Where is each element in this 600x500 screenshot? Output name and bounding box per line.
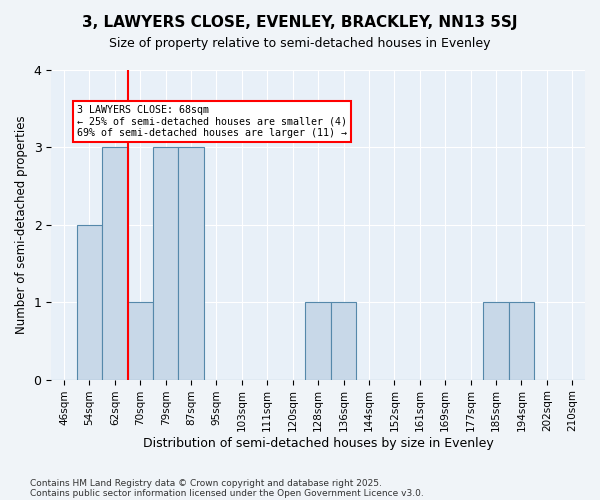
Bar <box>153 148 178 380</box>
X-axis label: Distribution of semi-detached houses by size in Evenley: Distribution of semi-detached houses by … <box>143 437 494 450</box>
Text: Size of property relative to semi-detached houses in Evenley: Size of property relative to semi-detach… <box>109 38 491 51</box>
Text: Contains HM Land Registry data © Crown copyright and database right 2025.: Contains HM Land Registry data © Crown c… <box>30 478 382 488</box>
Text: 3 LAWYERS CLOSE: 68sqm
← 25% of semi-detached houses are smaller (4)
69% of semi: 3 LAWYERS CLOSE: 68sqm ← 25% of semi-det… <box>77 105 347 138</box>
Text: Contains public sector information licensed under the Open Government Licence v3: Contains public sector information licen… <box>30 488 424 498</box>
Bar <box>484 302 509 380</box>
Bar <box>509 302 534 380</box>
Bar <box>128 302 153 380</box>
Y-axis label: Number of semi-detached properties: Number of semi-detached properties <box>15 116 28 334</box>
Bar <box>77 225 102 380</box>
Text: 3, LAWYERS CLOSE, EVENLEY, BRACKLEY, NN13 5SJ: 3, LAWYERS CLOSE, EVENLEY, BRACKLEY, NN1… <box>82 15 518 30</box>
Bar <box>102 148 128 380</box>
Bar <box>331 302 356 380</box>
Bar <box>305 302 331 380</box>
Bar <box>178 148 204 380</box>
